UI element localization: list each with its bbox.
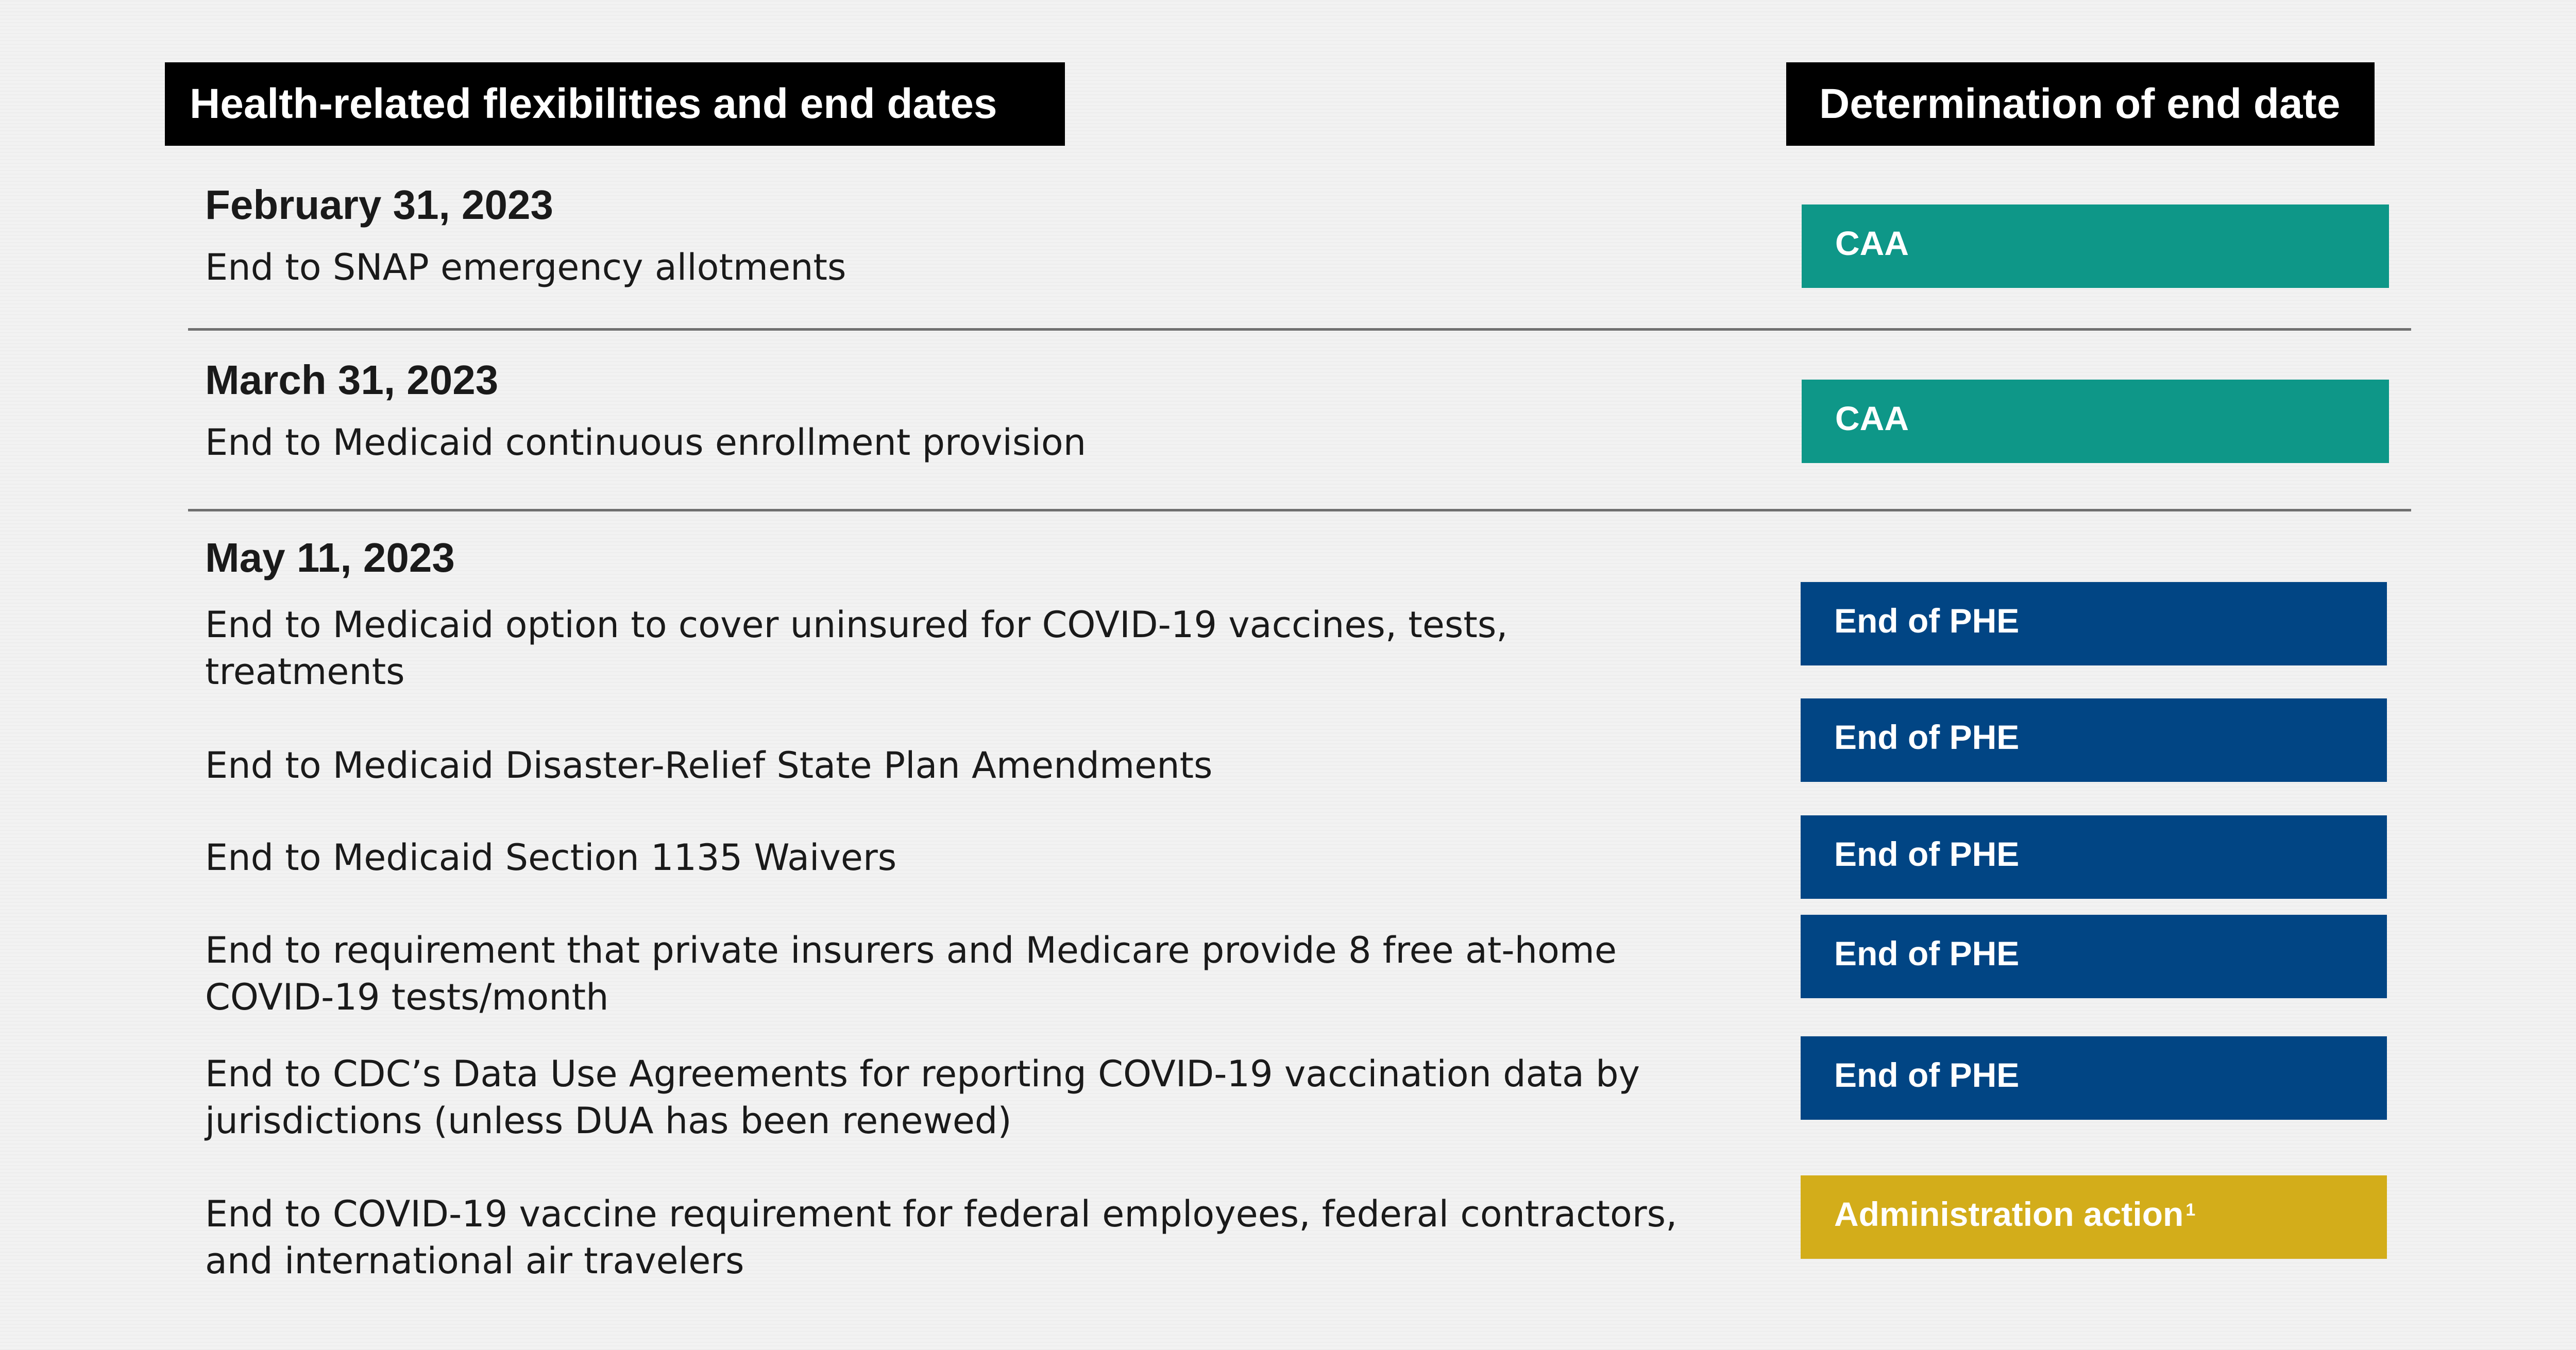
badge-label: Administration action — [1834, 1195, 2184, 1233]
end-date-badge: End of PHE — [1801, 915, 2387, 998]
flexibility-item: End to Medicaid Disaster-Relief State Pl… — [205, 744, 1213, 787]
flexibility-item: End to COVID-19 vaccine requirement for … — [205, 1193, 1677, 1282]
section-date: May 11, 2023 — [205, 535, 455, 580]
header-flexibilities: Health-related flexibilities and end dat… — [165, 62, 1065, 146]
end-date-badge: End of PHE — [1801, 698, 2387, 782]
end-date-badge: End of PHE — [1801, 582, 2387, 665]
end-date-badge: End of PHE — [1801, 815, 2387, 899]
section-date: February 31, 2023 — [205, 182, 553, 228]
flexibility-item: End to Medicaid continuous enrollment pr… — [205, 421, 1087, 464]
end-date-badge: End of PHE — [1801, 1036, 2387, 1120]
end-date-badge: CAA — [1802, 380, 2389, 463]
flexibility-item: End to Medicaid Section 1135 Waivers — [205, 836, 897, 879]
section-date: March 31, 2023 — [205, 357, 499, 403]
section-divider — [188, 509, 2411, 511]
end-date-badge: CAA — [1802, 204, 2389, 288]
flexibility-item: End to CDC’s Data Use Agreements for rep… — [205, 1053, 1640, 1142]
header-determination: Determination of end date — [1786, 62, 2375, 146]
flexibility-item: End to Medicaid option to cover uninsure… — [205, 604, 1508, 693]
footnote-marker: 1 — [2185, 1200, 2196, 1220]
end-date-badge: Administration action 1 — [1801, 1175, 2387, 1259]
flexibility-item: End to requirement that private insurers… — [205, 929, 1617, 1018]
flexibility-item: End to SNAP emergency allotments — [205, 246, 846, 288]
section-divider — [188, 328, 2411, 331]
